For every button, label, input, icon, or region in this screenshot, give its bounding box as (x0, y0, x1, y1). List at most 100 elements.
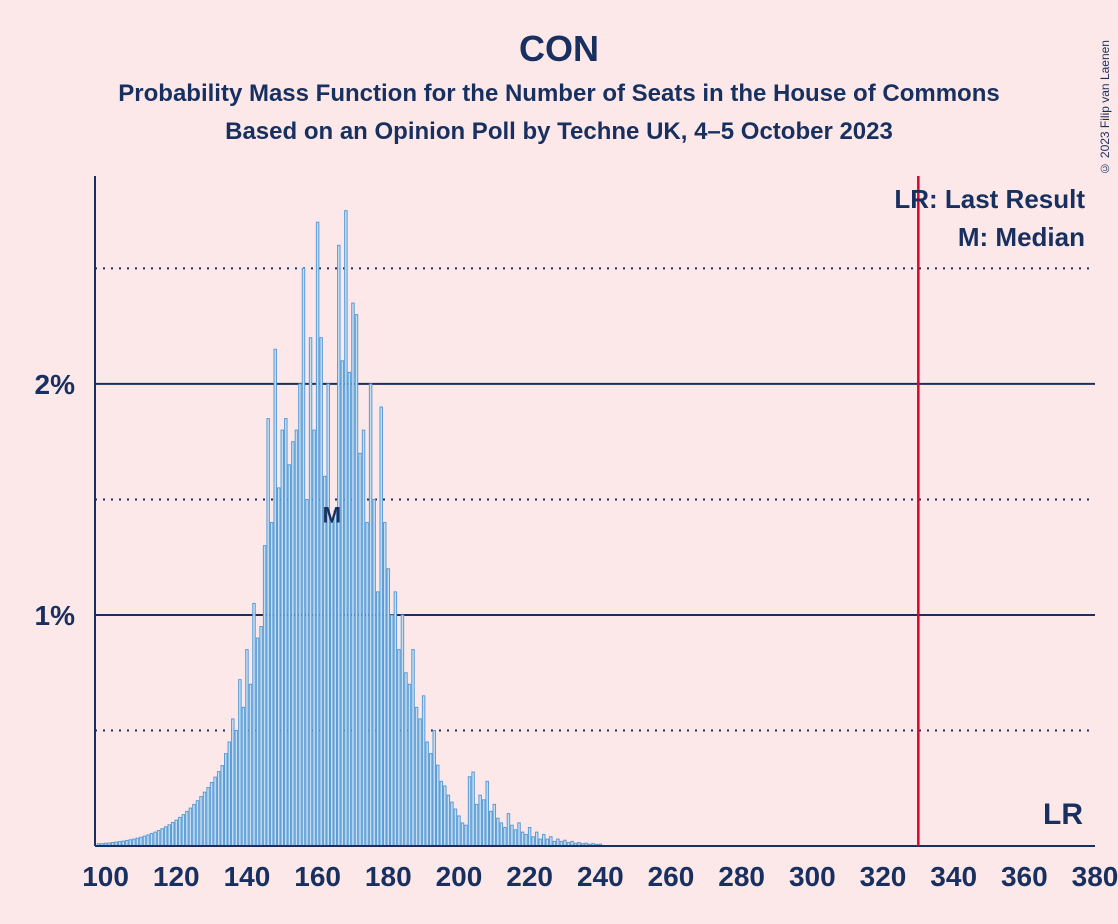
y-tick-label: 2% (35, 369, 76, 400)
pmf-bar (359, 453, 361, 846)
pmf-bar (143, 836, 145, 846)
pmf-bar (458, 816, 460, 846)
pmf-bar (387, 569, 389, 846)
x-tick-label: 200 (436, 861, 483, 892)
pmf-bar (157, 831, 159, 846)
subtitle-1: Probability Mass Function for the Number… (0, 80, 1118, 108)
pmf-bar (500, 823, 502, 846)
pmf-bar (482, 800, 484, 846)
pmf-bar (465, 825, 467, 846)
pmf-bar (398, 650, 400, 846)
pmf-bar (384, 523, 386, 846)
pmf-bar (147, 835, 149, 846)
pmf-bar (504, 828, 506, 846)
pmf-bar (281, 430, 283, 846)
pmf-bar (475, 804, 477, 846)
pmf-bar (221, 766, 223, 846)
pmf-bar (292, 442, 294, 846)
pmf-bar (493, 804, 495, 846)
pmf-bar (154, 832, 156, 846)
pmf-bar (168, 825, 170, 846)
pmf-bar (203, 792, 205, 846)
pmf-bar (528, 828, 530, 846)
pmf-bar (228, 742, 230, 846)
pmf-bar (235, 730, 237, 846)
pmf-bar (164, 827, 166, 846)
pmf-bar (539, 839, 541, 846)
pmf-bar (497, 818, 499, 846)
pmf-bar (514, 830, 516, 846)
pmf-bar (345, 211, 347, 846)
pmf-bar (341, 361, 343, 846)
pmf-bar (239, 680, 241, 846)
x-tick-label: 140 (224, 861, 271, 892)
pmf-bar (136, 838, 138, 846)
pmf-bar (546, 839, 548, 846)
pmf-bar (295, 430, 297, 846)
pmf-bar (278, 488, 280, 846)
pmf-bar (366, 523, 368, 846)
pmf-bar (323, 476, 325, 846)
pmf-bar (437, 765, 439, 846)
pmf-bar (186, 811, 188, 846)
pmf-bar (140, 837, 142, 846)
pmf-bar (369, 384, 371, 846)
pmf-bar (331, 523, 333, 846)
pmf-bar (182, 815, 184, 846)
pmf-bar (472, 772, 474, 846)
pmf-bar (557, 839, 559, 846)
x-tick-label: 180 (365, 861, 412, 892)
pmf-bar (405, 673, 407, 846)
x-tick-label: 360 (1001, 861, 1048, 892)
pmf-bar (408, 684, 410, 846)
pmf-bar (316, 222, 318, 846)
x-tick-label: 120 (153, 861, 200, 892)
y-tick-label: 1% (35, 600, 76, 631)
pmf-bar (327, 384, 329, 846)
pmf-bar (511, 825, 513, 846)
pmf-bar (263, 546, 265, 846)
pmf-bar (454, 809, 456, 846)
pmf-bar (419, 719, 421, 846)
x-tick-label: 220 (506, 861, 553, 892)
pmf-bar (193, 804, 195, 846)
pmf-bar (270, 523, 272, 846)
pmf-bar (518, 823, 520, 846)
x-tick-label: 320 (860, 861, 907, 892)
pmf-bar (334, 511, 336, 846)
pmf-bar (338, 245, 340, 846)
pmf-bar (200, 797, 202, 846)
x-tick-label: 260 (648, 861, 695, 892)
pmf-bar (302, 268, 304, 846)
x-tick-label: 300 (789, 861, 836, 892)
pmf-bar (285, 419, 287, 846)
pmf-bar (415, 707, 417, 846)
pmf-bar (412, 650, 414, 846)
pmf-bar (429, 754, 431, 846)
pmf-bar (256, 638, 258, 846)
subtitle-2: Based on an Opinion Poll by Techne UK, 4… (0, 118, 1118, 146)
last-result-label: LR (1043, 798, 1083, 831)
pmf-bar (225, 754, 227, 846)
pmf-bar (451, 802, 453, 846)
pmf-chart: 1%2%100120140160180200220240260280300320… (0, 166, 1118, 906)
page-title: CON (0, 28, 1118, 70)
pmf-bar (217, 772, 219, 846)
pmf-bar (447, 795, 449, 846)
pmf-bar (299, 384, 301, 846)
pmf-bar (444, 786, 446, 846)
pmf-bar (274, 349, 276, 846)
pmf-bar (172, 822, 174, 846)
pmf-bar (189, 808, 191, 846)
pmf-bar (532, 837, 534, 846)
pmf-bar (313, 430, 315, 846)
copyright: © 2023 Filip van Laenen (1098, 40, 1112, 175)
x-tick-label: 160 (294, 861, 341, 892)
pmf-bar (249, 684, 251, 846)
pmf-bar (306, 499, 308, 846)
pmf-bar (161, 829, 163, 846)
pmf-bar (267, 419, 269, 846)
x-tick-label: 340 (930, 861, 977, 892)
pmf-bar (150, 834, 152, 846)
pmf-bar (394, 592, 396, 846)
